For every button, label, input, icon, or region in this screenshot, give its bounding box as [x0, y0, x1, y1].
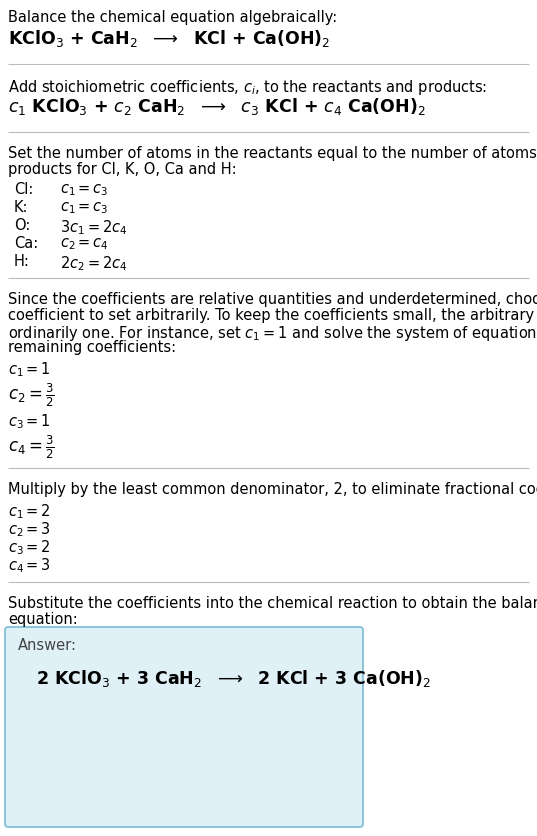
Text: $2 c_2 = 2 c_4$: $2 c_2 = 2 c_4$ [60, 254, 127, 273]
Text: coefficient to set arbitrarily. To keep the coefficients small, the arbitrary va: coefficient to set arbitrarily. To keep … [8, 308, 537, 323]
Text: Since the coefficients are relative quantities and underdetermined, choose a: Since the coefficients are relative quan… [8, 292, 537, 307]
Text: products for Cl, K, O, Ca and H:: products for Cl, K, O, Ca and H: [8, 162, 237, 177]
Text: H:: H: [14, 254, 30, 269]
Text: O:: O: [14, 218, 31, 233]
Text: $c_1$ KClO$_3$ + $c_2$ CaH$_2$  $\longrightarrow$  $c_3$ KCl + $c_4$ Ca(OH)$_2$: $c_1$ KClO$_3$ + $c_2$ CaH$_2$ $\longrig… [8, 96, 426, 117]
Text: K:: K: [14, 200, 28, 215]
Text: Balance the chemical equation algebraically:: Balance the chemical equation algebraica… [8, 10, 337, 25]
Text: $c_4 = \frac{3}{2}$: $c_4 = \frac{3}{2}$ [8, 434, 55, 461]
Text: Add stoichiometric coefficients, $c_i$, to the reactants and products:: Add stoichiometric coefficients, $c_i$, … [8, 78, 487, 97]
Text: $c_1 = 1$: $c_1 = 1$ [8, 360, 51, 379]
Text: $c_2 = c_4$: $c_2 = c_4$ [60, 236, 109, 252]
Text: equation:: equation: [8, 612, 78, 627]
Text: KClO$_3$ + CaH$_2$  $\longrightarrow$  KCl + Ca(OH)$_2$: KClO$_3$ + CaH$_2$ $\longrightarrow$ KCl… [8, 28, 330, 49]
Text: remaining coefficients:: remaining coefficients: [8, 340, 176, 355]
Text: Multiply by the least common denominator, 2, to eliminate fractional coefficient: Multiply by the least common denominator… [8, 482, 537, 497]
Text: $c_1 = 2$: $c_1 = 2$ [8, 502, 51, 521]
FancyBboxPatch shape [5, 627, 363, 827]
Text: Cl:: Cl: [14, 182, 33, 197]
Text: $c_1 = c_3$: $c_1 = c_3$ [60, 200, 108, 216]
Text: $3 c_1 = 2 c_4$: $3 c_1 = 2 c_4$ [60, 218, 127, 237]
Text: $c_2 = 3$: $c_2 = 3$ [8, 520, 51, 538]
Text: 2 KClO$_3$ + 3 CaH$_2$  $\longrightarrow$  2 KCl + 3 Ca(OH)$_2$: 2 KClO$_3$ + 3 CaH$_2$ $\longrightarrow$… [36, 668, 431, 689]
Text: $c_1 = c_3$: $c_1 = c_3$ [60, 182, 108, 197]
Text: Set the number of atoms in the reactants equal to the number of atoms in the: Set the number of atoms in the reactants… [8, 146, 537, 161]
Text: Substitute the coefficients into the chemical reaction to obtain the balanced: Substitute the coefficients into the che… [8, 596, 537, 611]
Text: $c_2 = \frac{3}{2}$: $c_2 = \frac{3}{2}$ [8, 382, 55, 410]
Text: Answer:: Answer: [18, 638, 77, 653]
Text: ordinarily one. For instance, set $c_1 = 1$ and solve the system of equations fo: ordinarily one. For instance, set $c_1 =… [8, 324, 537, 343]
Text: $c_3 = 1$: $c_3 = 1$ [8, 412, 51, 431]
Text: $c_4 = 3$: $c_4 = 3$ [8, 556, 51, 574]
Text: $c_3 = 2$: $c_3 = 2$ [8, 538, 51, 557]
Text: Ca:: Ca: [14, 236, 38, 251]
